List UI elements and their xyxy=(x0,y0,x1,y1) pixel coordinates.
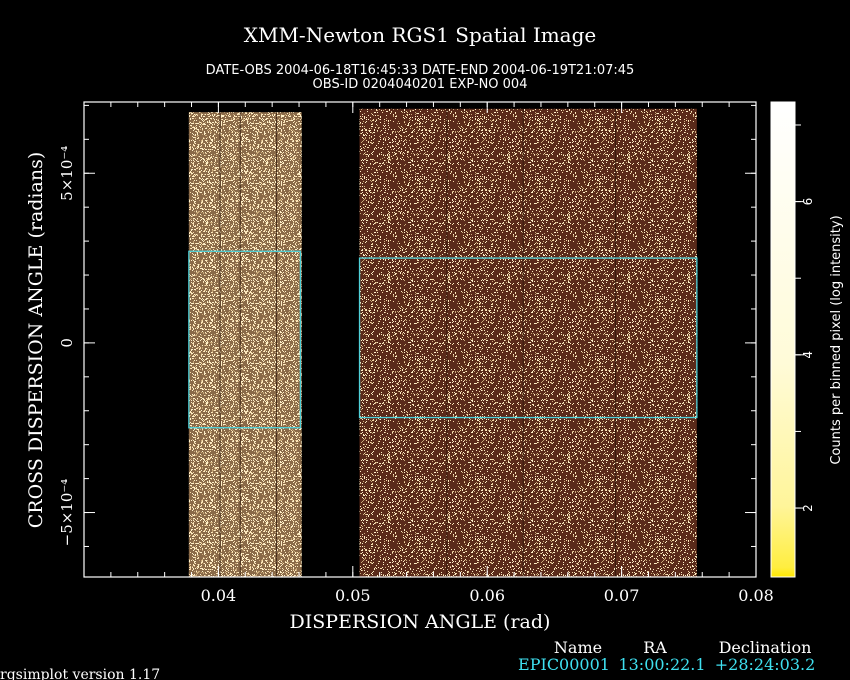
plot-axes: 0.04 0.05 0.06 0.07 0.08 5×10⁻⁴ 0 −5×10⁻⁴ xyxy=(58,101,774,605)
source-table-header-name: Name xyxy=(554,638,602,657)
chart-subtitle-obsid: OBS-ID 0204040201 EXP-NO 004 xyxy=(313,77,528,92)
x-tick-label: 0.07 xyxy=(604,586,640,605)
source-table-header-dec: Declination xyxy=(719,638,812,657)
source-table-header-ra: RA xyxy=(643,638,667,657)
version-footer: rgsimplot version 1.17 xyxy=(0,667,160,680)
x-tick-label: 0.08 xyxy=(738,586,774,605)
x-tick-label: 0.05 xyxy=(335,586,371,605)
x-axis-label: DISPERSION ANGLE (rad) xyxy=(290,611,551,633)
colorbar: 2 4 6 xyxy=(770,101,815,578)
source-ra: 13:00:22.1 xyxy=(618,655,705,674)
plot-frame xyxy=(83,101,757,578)
source-dec: +28:24:03.2 xyxy=(715,655,816,674)
source-region-right xyxy=(358,257,698,419)
y-tick-label: 0 xyxy=(58,338,76,348)
colorbar-tick-label: 4 xyxy=(801,351,815,359)
source-name: EPIC00001 xyxy=(518,655,610,674)
detector-ccd-left xyxy=(188,112,302,577)
y-axis-label: CROSS DISPERSION ANGLE (radians) xyxy=(25,152,47,528)
extraction-regions xyxy=(188,250,698,429)
detector-image xyxy=(188,108,697,578)
x-tick-label: 0.06 xyxy=(469,586,505,605)
y-tick-label: 5×10⁻⁴ xyxy=(58,146,76,201)
colorbar-label: Counts per binned pixel (log intensity) xyxy=(829,215,844,464)
colorbar-strip xyxy=(770,101,796,578)
x-tick-label: 0.04 xyxy=(201,586,237,605)
y-tick-label: −5×10⁻⁴ xyxy=(58,479,76,547)
colorbar-tick-label: 6 xyxy=(801,198,815,206)
colorbar-tick-label: 2 xyxy=(801,504,815,512)
detector-ccd-right xyxy=(359,108,697,578)
source-region-left xyxy=(188,250,302,429)
chart-title: XMM-Newton RGS1 Spatial Image xyxy=(244,23,597,47)
chart-subtitle-dates: DATE-OBS 2004-06-18T16:45:33 DATE-END 20… xyxy=(206,63,635,78)
